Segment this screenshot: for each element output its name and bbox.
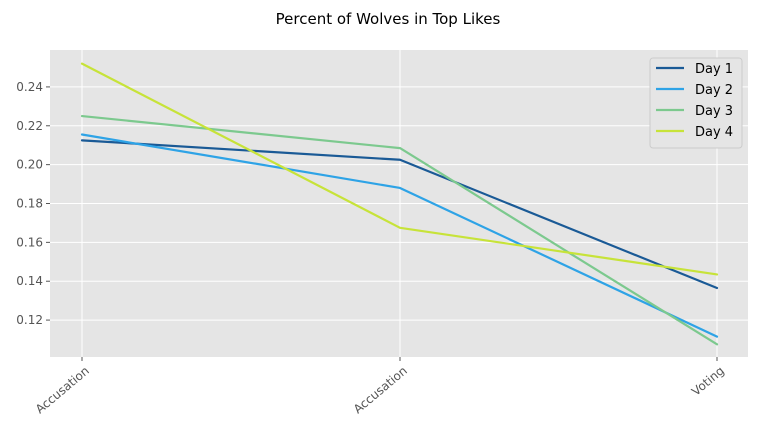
grid-lines [50, 50, 748, 357]
legend-label: Day 3 [695, 104, 733, 119]
x-tick-label: Accusation [33, 364, 92, 417]
series-line-day-2 [80, 133, 719, 338]
series-line-day-4 [80, 62, 719, 276]
y-tick-label: 0.14 [16, 274, 43, 288]
y-tick-label: 0.12 [16, 313, 43, 327]
legend-label: Day 1 [695, 62, 733, 77]
y-tick-label: 0.22 [16, 119, 43, 133]
series-line-day-1 [80, 139, 719, 290]
legend: Day 1 Day 2 Day 3 Day 4 [649, 57, 743, 149]
legend-box [649, 57, 743, 149]
x-tick-label: Voting [689, 364, 727, 399]
chart-title: Percent of Wolves in Top Likes [276, 10, 501, 28]
y-tick-label: 0.24 [16, 80, 43, 94]
y-tick-label: 0.18 [16, 197, 43, 211]
series-lines [80, 62, 719, 346]
series-line-day-3 [80, 114, 719, 346]
y-tick-label: 0.20 [16, 158, 43, 172]
legend-label: Day 4 [695, 125, 733, 140]
legend-label: Day 2 [695, 83, 733, 98]
y-tick-label: 0.16 [16, 235, 43, 249]
x-tick-label: Accusation [351, 364, 410, 417]
